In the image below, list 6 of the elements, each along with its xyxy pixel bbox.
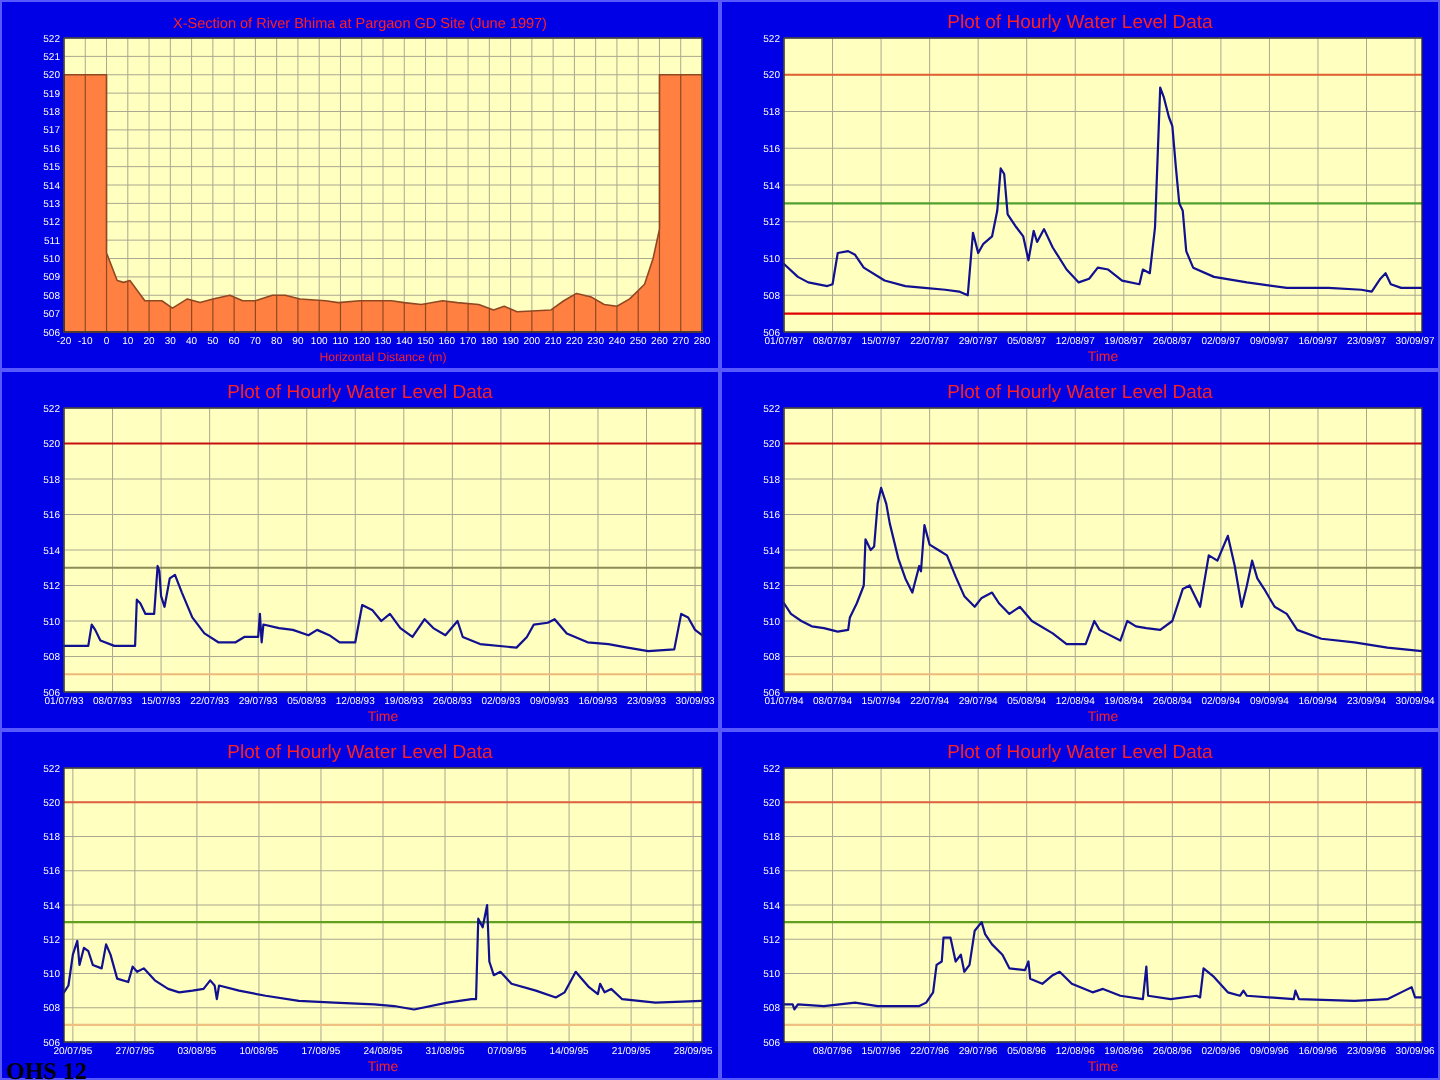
text: OHS 12	[6, 1057, 87, 1080]
chart-title: Plot of Hourly Water Level Data	[227, 742, 495, 764]
chart-title: Plot of Hourly Water Level Data	[947, 382, 1215, 404]
chart-title: Plot of Hourly Water Level Data	[947, 12, 1215, 34]
chart-title: Plot of Hourly Water Level Data	[227, 382, 495, 404]
chart-title: Plot of Hourly Water Level Data	[947, 742, 1215, 764]
